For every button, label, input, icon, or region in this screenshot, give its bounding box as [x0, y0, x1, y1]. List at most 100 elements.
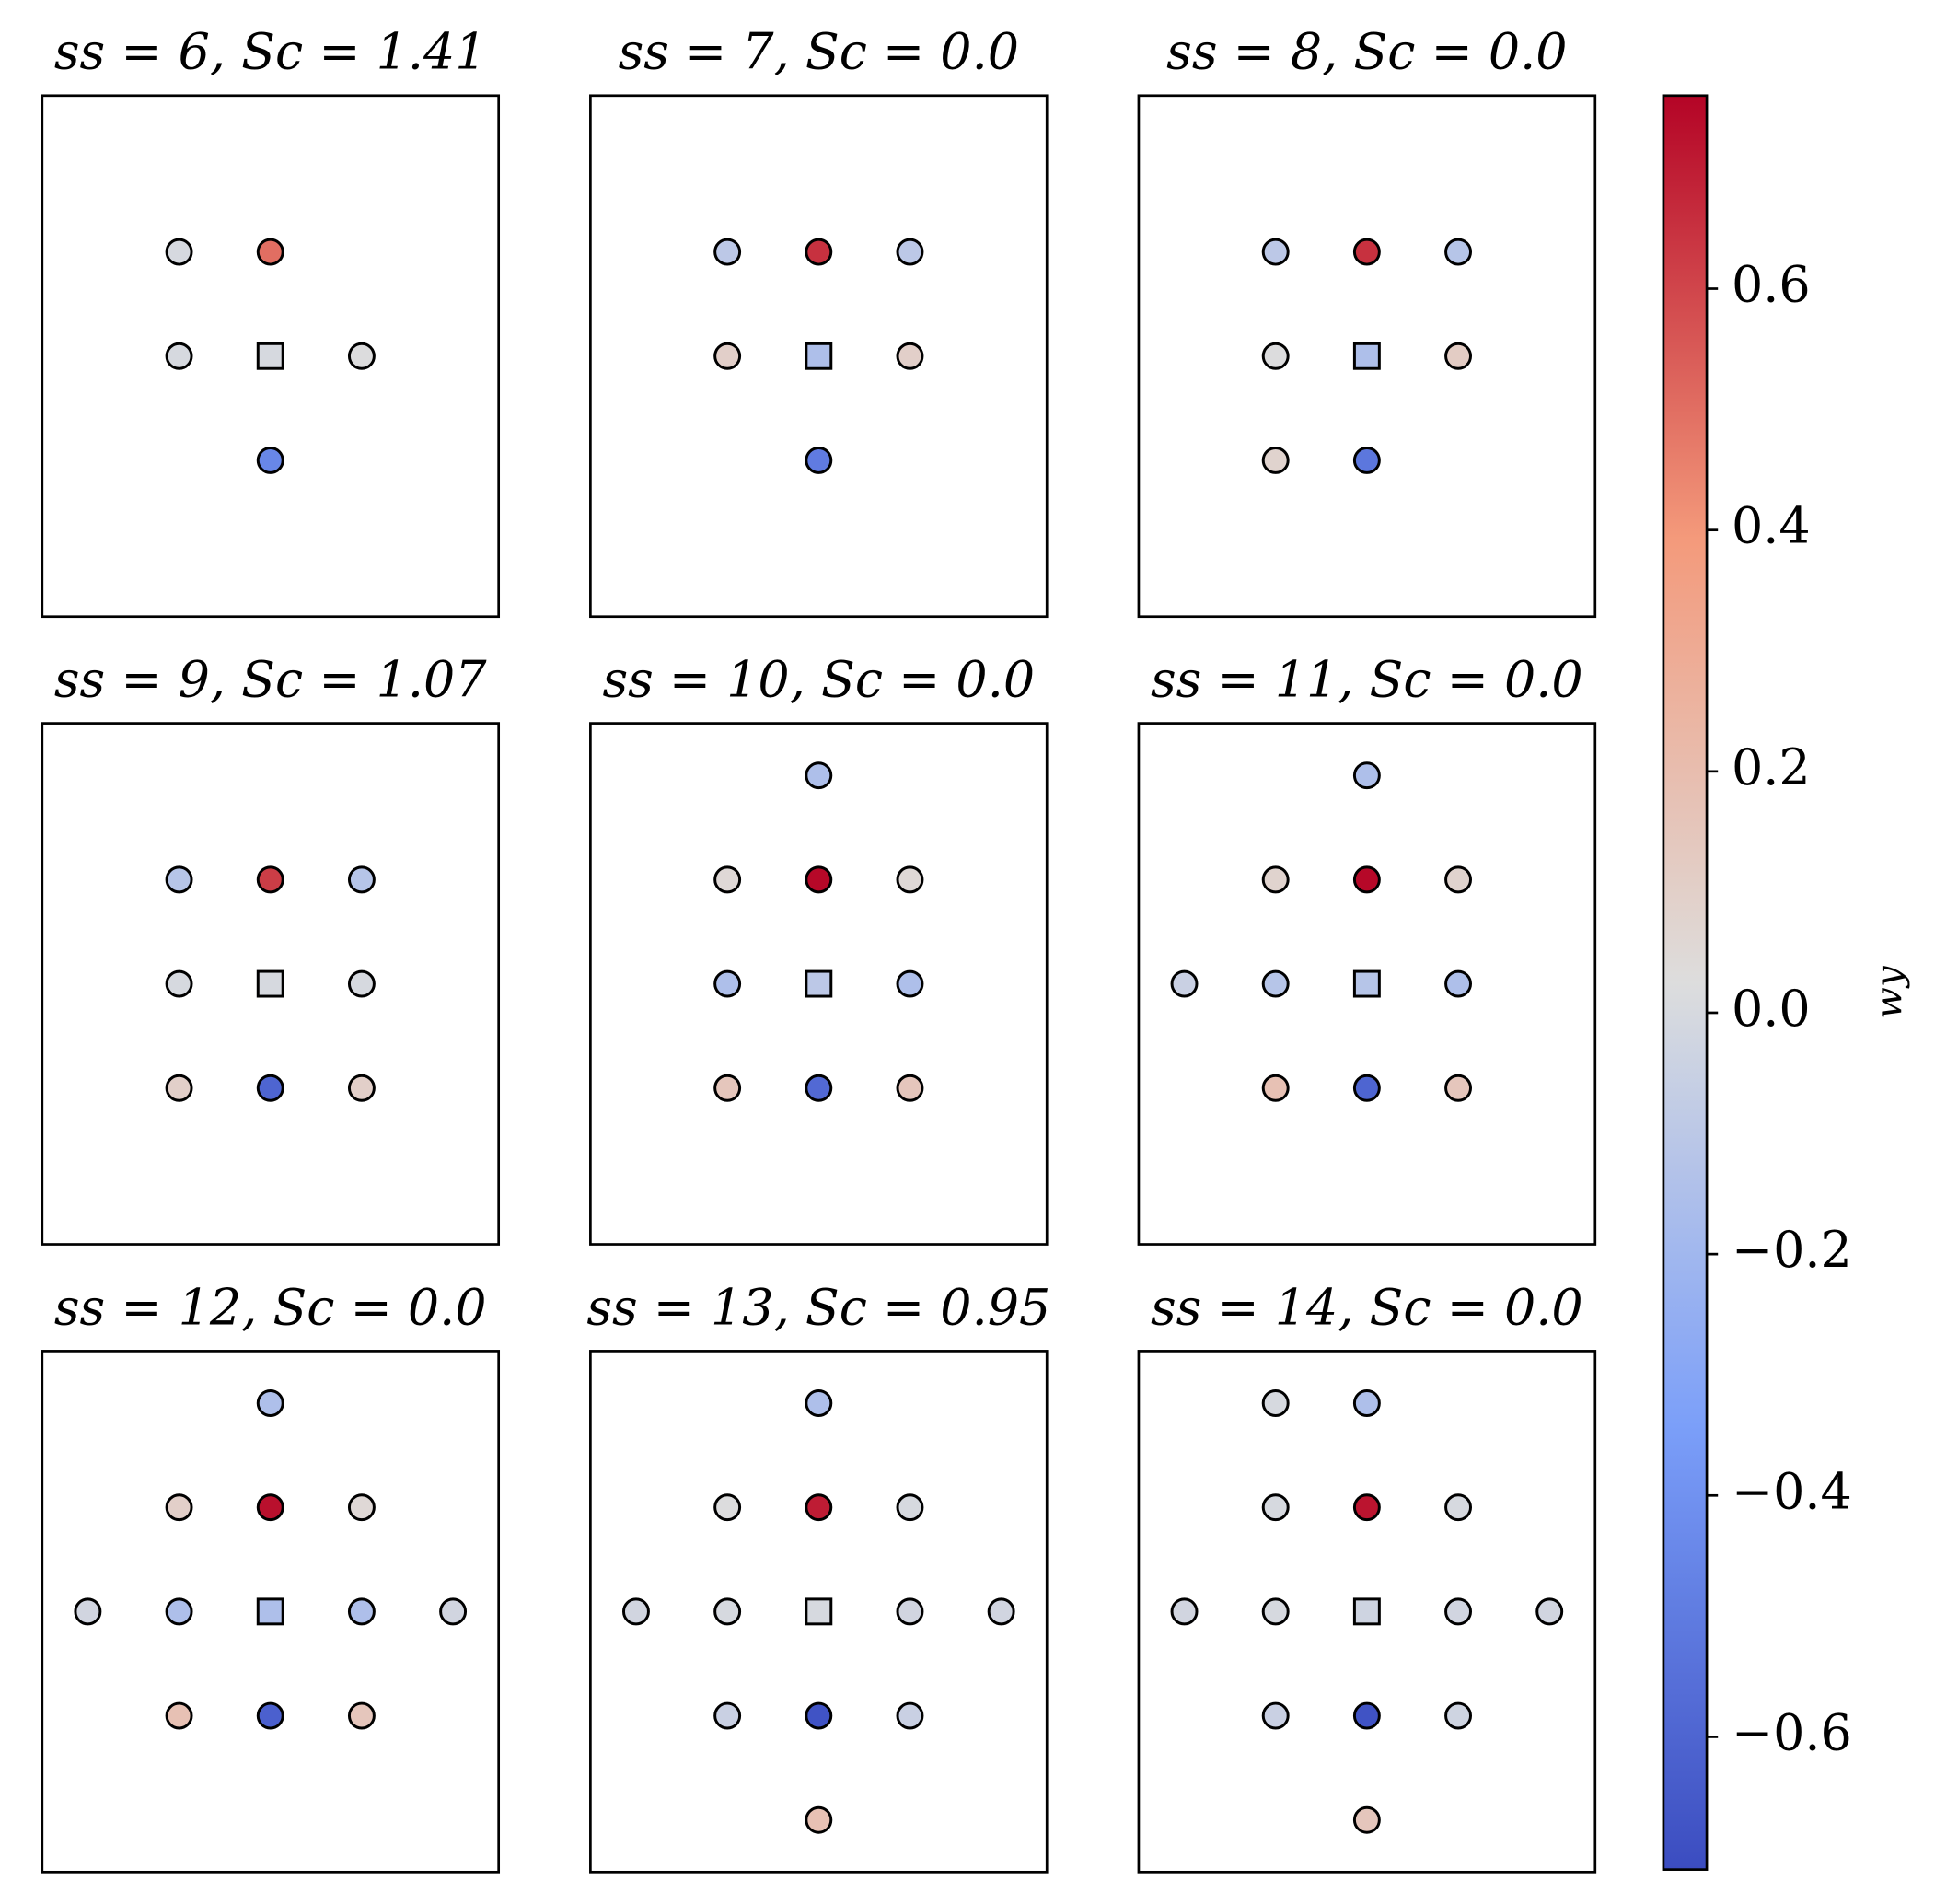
point — [1170, 969, 1199, 998]
point — [165, 342, 193, 370]
point — [713, 1493, 742, 1522]
colorbar-tick-label: 0.0 — [1732, 980, 1811, 1038]
point — [74, 1597, 102, 1626]
subplot-title: ss = 9, Sc = 1.07 — [54, 650, 487, 708]
axes-frame — [1137, 722, 1597, 1246]
point — [256, 1389, 284, 1417]
point — [1261, 238, 1290, 266]
point — [896, 865, 924, 894]
axes-frame — [589, 722, 1049, 1246]
point — [347, 342, 376, 370]
point — [1444, 865, 1473, 894]
point — [713, 969, 742, 998]
point — [256, 1493, 284, 1522]
point — [805, 446, 833, 474]
point — [805, 238, 833, 266]
point — [1261, 446, 1290, 474]
point — [713, 865, 742, 894]
point — [165, 969, 193, 998]
colorbar-label: wy — [1866, 965, 1910, 1019]
axes-frame — [1137, 94, 1597, 619]
point — [896, 1701, 924, 1730]
point — [896, 969, 924, 998]
colorbar-tick-label: −0.6 — [1732, 1703, 1852, 1761]
point — [1535, 1597, 1564, 1626]
square-point — [805, 969, 833, 998]
colorbar-tick-label: −0.2 — [1732, 1221, 1852, 1279]
point — [713, 1074, 742, 1102]
point — [896, 238, 924, 266]
point — [256, 1701, 284, 1730]
point — [1444, 238, 1473, 266]
point — [165, 1597, 193, 1626]
point — [1352, 446, 1381, 474]
subplot-title: ss = 14, Sc = 0.0 — [1151, 1278, 1583, 1336]
axes-frame — [1137, 1350, 1597, 1874]
subplot-title: ss = 7, Sc = 0.0 — [619, 23, 1019, 81]
point — [805, 1074, 833, 1102]
point — [713, 342, 742, 370]
point — [1352, 1701, 1381, 1730]
point — [1444, 342, 1473, 370]
point — [256, 238, 284, 266]
colorbar-tick-label: 0.6 — [1732, 256, 1811, 314]
point — [1261, 1701, 1290, 1730]
point — [347, 1597, 376, 1626]
square-point — [805, 342, 833, 370]
subplot-title: ss = 11, Sc = 0.0 — [1151, 650, 1583, 708]
point — [1261, 1493, 1290, 1522]
point — [896, 342, 924, 370]
point — [1170, 1597, 1199, 1626]
colorbar — [1662, 94, 1709, 1871]
point — [1444, 1493, 1473, 1522]
point — [1444, 969, 1473, 998]
point — [1444, 1701, 1473, 1730]
square-point — [1352, 969, 1381, 998]
point — [1261, 342, 1290, 370]
point — [1261, 1074, 1290, 1102]
colorbar-tick-label: 0.4 — [1732, 497, 1811, 555]
point — [805, 1701, 833, 1730]
point — [165, 865, 193, 894]
point — [1261, 1597, 1290, 1626]
point — [347, 1074, 376, 1102]
subplot-title: ss = 10, Sc = 0.0 — [602, 650, 1035, 708]
axes-frame — [589, 1350, 1049, 1874]
point — [1352, 238, 1381, 266]
point — [165, 1074, 193, 1102]
subplot-title: ss = 12, Sc = 0.0 — [54, 1278, 487, 1336]
point — [1352, 1805, 1381, 1834]
point — [713, 1597, 742, 1626]
point — [713, 238, 742, 266]
point — [805, 1389, 833, 1417]
point — [622, 1597, 650, 1626]
axes-frame — [589, 94, 1049, 619]
square-point — [256, 969, 284, 998]
point — [439, 1597, 468, 1626]
square-point — [256, 1597, 284, 1626]
subplot-title: ss = 13, Sc = 0.95 — [586, 1278, 1050, 1336]
point — [896, 1597, 924, 1626]
point — [347, 1701, 376, 1730]
point — [896, 1493, 924, 1522]
axes-frame — [41, 1350, 501, 1874]
square-point — [1352, 342, 1381, 370]
point — [1261, 969, 1290, 998]
point — [165, 1493, 193, 1522]
point — [1261, 865, 1290, 894]
colorbar-tick-label: −0.4 — [1732, 1462, 1852, 1520]
point — [805, 761, 833, 790]
point — [256, 865, 284, 894]
point — [1352, 1493, 1381, 1522]
point — [347, 969, 376, 998]
subplot-title: ss = 8, Sc = 0.0 — [1166, 23, 1567, 81]
point — [805, 1805, 833, 1834]
point — [1444, 1597, 1473, 1626]
point — [347, 865, 376, 894]
square-point — [1352, 1597, 1381, 1626]
point — [896, 1074, 924, 1102]
point — [165, 238, 193, 266]
point — [1352, 865, 1381, 894]
